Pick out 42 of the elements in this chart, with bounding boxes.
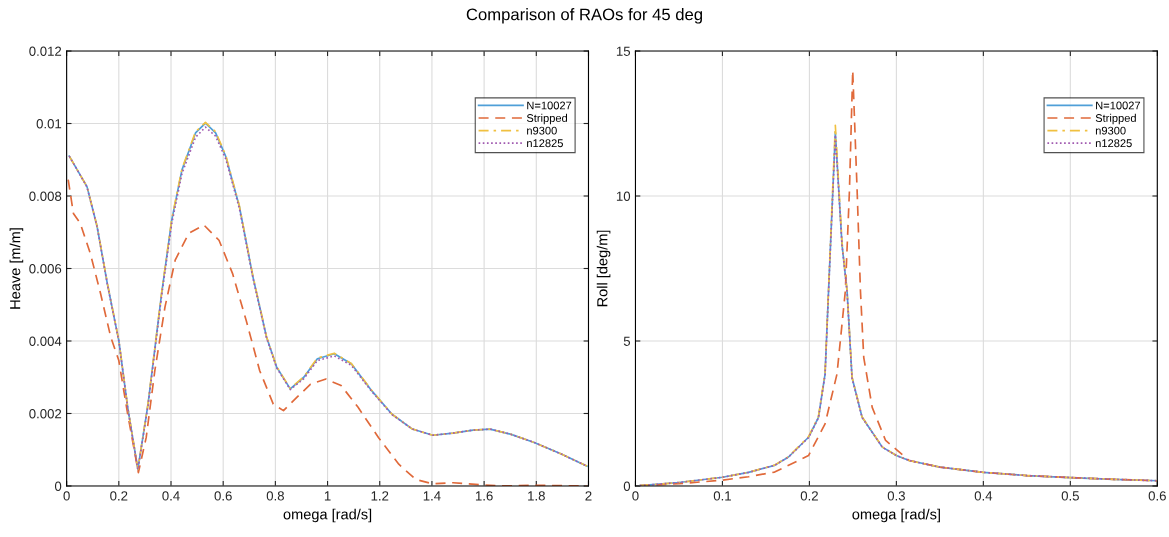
x-tick-label: 1.2: [371, 491, 389, 501]
x-tick-label: 1: [324, 491, 331, 501]
x-tick-label: 0.4: [162, 491, 180, 501]
legend-label: N=10027: [527, 101, 572, 110]
legend-label: n9300: [527, 126, 557, 135]
x-tick-label: 0.8: [266, 491, 284, 501]
y-tick-label: 0.006: [29, 264, 62, 274]
x-tick-label: 0: [632, 491, 639, 501]
chart-title: Comparison of RAOs for 45 deg: [466, 8, 703, 24]
legend-label: n9300: [1095, 126, 1126, 135]
y-tick-label: 15: [616, 46, 631, 56]
x-tick-label: 0: [63, 491, 70, 501]
x-tick-label: 0.1: [713, 491, 731, 501]
y-tick-label: 0.002: [29, 409, 62, 419]
y-tick-label: 0.012: [29, 46, 62, 56]
legend-label: Stripped: [526, 113, 568, 125]
x-axis-title: omega [rad/s]: [283, 508, 372, 523]
x-tick-label: 1.4: [423, 491, 441, 501]
x-tick-label: 1.6: [475, 491, 493, 501]
x-tick-label: 0.5: [1061, 491, 1079, 501]
y-tick-label: 0.004: [29, 336, 62, 346]
x-tick-label: 0.6: [1148, 491, 1166, 501]
y-tick-label: 10: [616, 191, 631, 201]
x-tick-label: 1.8: [528, 491, 545, 501]
y-tick-label: 5: [623, 336, 631, 346]
x-tick-label: 0.2: [110, 491, 128, 501]
x-tick-label: 0.2: [800, 491, 818, 501]
legend-label: Stripped: [1095, 113, 1136, 125]
x-tick-label: 0.4: [974, 491, 993, 501]
y-tick-label: 0.01: [36, 119, 62, 129]
y-axis-title: Roll [deg/m]: [596, 230, 611, 307]
y-axis-title: Heave [m/m]: [9, 228, 24, 309]
x-axis-title: omega [rad/s]: [852, 508, 940, 523]
legend-label: N=10027: [1096, 101, 1141, 110]
y-tick-label: 0: [54, 481, 62, 491]
legend-label: n12825: [527, 139, 563, 148]
y-tick-label: 0.008: [29, 191, 62, 201]
x-tick-label: 2: [585, 491, 592, 501]
x-tick-label: 0.3: [887, 491, 905, 501]
legend-label: n12825: [1095, 139, 1132, 148]
y-tick-label: 0: [623, 481, 631, 491]
x-tick-label: 0.6: [214, 491, 232, 501]
